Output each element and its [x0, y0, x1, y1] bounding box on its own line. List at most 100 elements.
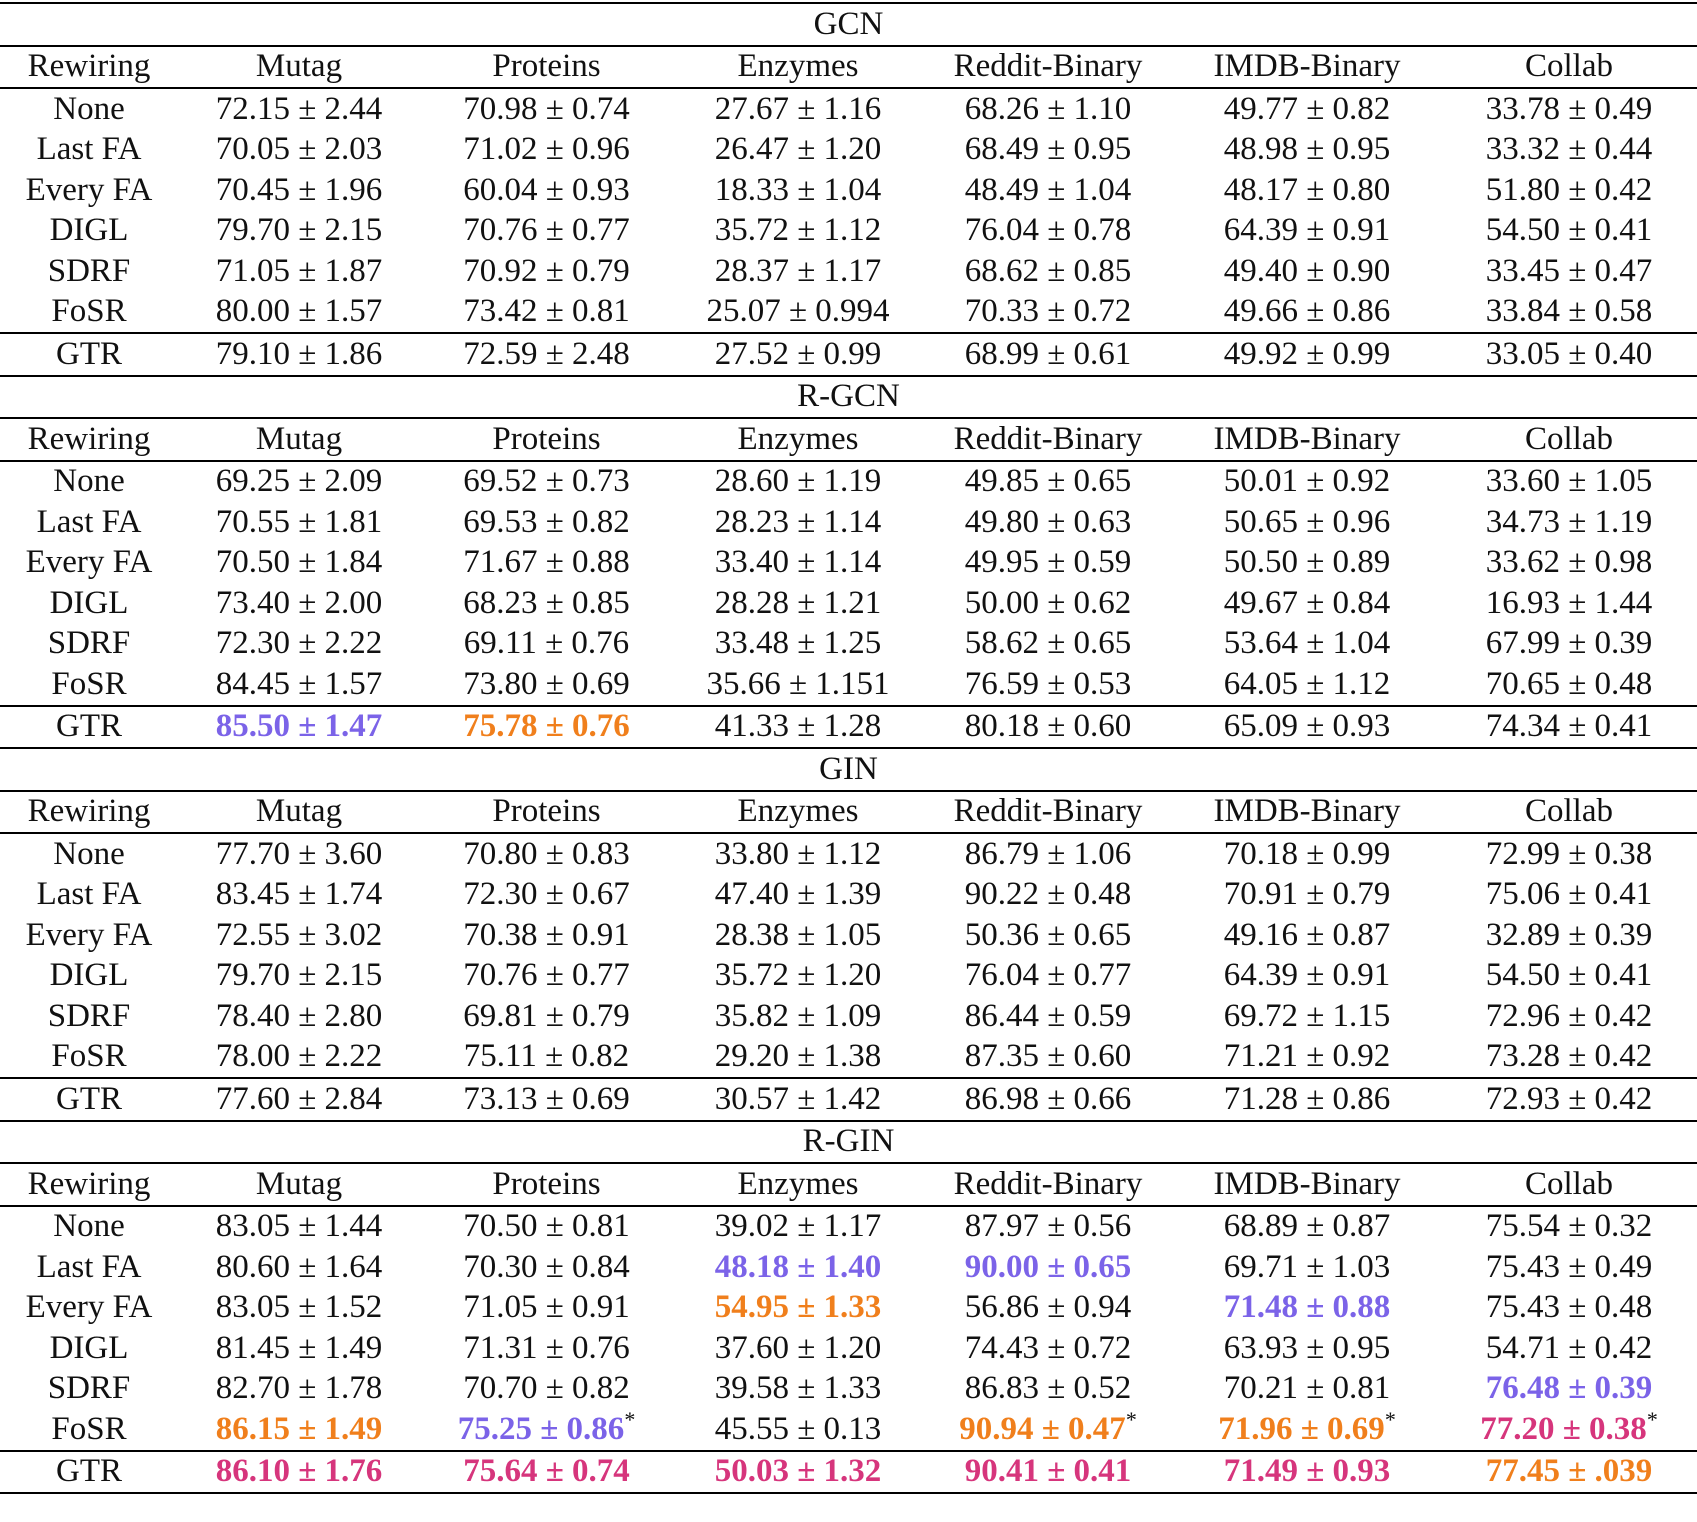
result-value: 49.67 ± 0.84 [1223, 584, 1391, 621]
result-value: 26.47 ± 1.20 [714, 131, 882, 168]
result-cell: 33.48 ± 1.25 [673, 624, 923, 665]
result-value: 80.00 ± 1.57 [215, 293, 383, 330]
result-cell: 70.55 ± 1.81 [178, 502, 420, 543]
result-cell: 68.49 ± 0.95 [923, 130, 1173, 171]
result-value: 35.82 ± 1.09 [714, 997, 882, 1034]
result-value: 33.40 ± 1.14 [714, 544, 882, 581]
result-cell: 25.07 ± 0.994 [673, 292, 923, 334]
result-value: 76.48 ± 0.39 [1485, 1370, 1653, 1407]
result-value: 35.66 ± 1.151 [706, 665, 890, 702]
result-value: 69.52 ± 0.73 [463, 463, 630, 500]
result-cell: 64.05 ± 1.12 [1173, 664, 1441, 706]
table-row: SDRF 78.40 ± 2.80 69.81 ± 0.79 35.82 ± 1.09… [0, 996, 1697, 1037]
result-value: 33.60 ± 1.05 [1485, 463, 1653, 500]
result-cell: 83.45 ± 1.74 [178, 875, 420, 916]
result-value: 51.80 ± 0.42 [1485, 171, 1653, 208]
result-value: 69.11 ± 0.76 [463, 625, 630, 662]
result-cell: 49.80 ± 0.63 [923, 502, 1173, 543]
result-cell: 58.62 ± 0.65 [923, 624, 1173, 665]
result-value: 71.05 ± 1.87 [215, 252, 383, 289]
result-cell: 74.34 ± 0.41 [1441, 704, 1697, 749]
result-cell: 90.94 ± 0.47* [923, 1406, 1173, 1451]
row-label: Every FA [25, 916, 153, 953]
result-value: 50.65 ± 0.96 [1223, 503, 1391, 540]
result-cell: 49.16 ± 0.87 [1173, 915, 1441, 956]
result-value: 67.99 ± 0.39 [1485, 625, 1653, 662]
result-value: 70.65 ± 0.48 [1485, 665, 1653, 702]
result-cell: 26.47 ± 1.20 [673, 130, 923, 171]
result-cell: 86.10 ± 1.76 [178, 1449, 420, 1494]
result-cell: 69.72 ± 1.15 [1173, 996, 1441, 1037]
result-value: 75.43 ± 0.48 [1485, 1289, 1653, 1326]
column-header: Rewiring [0, 45, 178, 89]
result-cell: 73.40 ± 2.00 [178, 583, 420, 624]
table-row: Every FA 70.45 ± 1.96 60.04 ± 0.93 18.33 ± … [0, 170, 1697, 211]
result-cell: 45.55 ± 0.13 [673, 1409, 923, 1451]
row-label: SDRF [47, 1370, 131, 1407]
result-value: 68.62 ± 0.85 [964, 252, 1132, 289]
result-value: 49.66 ± 0.86 [1223, 293, 1391, 330]
result-value: 68.49 ± 0.95 [964, 131, 1132, 168]
result-cell: 33.05 ± 0.40 [1441, 332, 1697, 377]
result-value: 90.00 ± 0.65 [964, 1248, 1132, 1285]
result-value: 60.04 ± 0.93 [463, 171, 630, 208]
result-value: 63.93 ± 0.95 [1223, 1329, 1391, 1366]
result-value: 77.45 ± .039 [1485, 1453, 1653, 1490]
result-cell: 49.66 ± 0.86 [1173, 292, 1441, 334]
row-label: None [53, 835, 125, 872]
result-cell: 28.23 ± 1.14 [673, 502, 923, 543]
result-value: 76.59 ± 0.53 [964, 665, 1132, 702]
result-cell: 71.28 ± 0.86 [1173, 1077, 1441, 1122]
result-cell: 84.45 ± 1.57 [178, 664, 420, 706]
result-cell: 68.99 ± 0.61 [923, 332, 1173, 377]
result-value: 48.49 ± 1.04 [964, 171, 1132, 208]
table-row: Last FA 83.45 ± 1.74 72.30 ± 0.67 47.40 ± 1… [0, 875, 1697, 916]
result-value: 83.45 ± 1.74 [215, 876, 383, 913]
result-value: 54.50 ± 0.41 [1485, 957, 1653, 994]
result-cell: 70.76 ± 0.77 [420, 211, 673, 252]
result-cell: 75.43 ± 0.48 [1441, 1288, 1697, 1329]
result-cell: 73.28 ± 0.42 [1441, 1037, 1697, 1079]
result-value: 28.37 ± 1.17 [714, 252, 882, 289]
result-cell: 56.86 ± 0.94 [923, 1288, 1173, 1329]
column-header: Rewiring [0, 418, 178, 462]
result-value: 80.18 ± 0.60 [964, 708, 1132, 745]
result-value: 27.67 ± 1.16 [714, 90, 882, 127]
result-cell: 28.37 ± 1.17 [673, 251, 923, 292]
result-cell: 33.60 ± 1.05 [1441, 461, 1697, 503]
row-label: GTR [0, 332, 178, 377]
row-label: GTR [0, 1449, 178, 1494]
result-cell: 73.80 ± 0.69 [420, 664, 673, 706]
result-cell: 86.83 ± 0.52 [923, 1369, 1173, 1410]
result-value: 70.91 ± 0.79 [1223, 876, 1391, 913]
result-cell: 70.05 ± 2.03 [178, 130, 420, 171]
result-cell: 90.41 ± 0.41 [923, 1449, 1173, 1494]
result-cell: 72.59 ± 2.48 [420, 332, 673, 377]
result-value: 71.48 ± 0.88 [1223, 1289, 1391, 1326]
result-value: 39.02 ± 1.17 [714, 1208, 882, 1245]
result-value: 28.60 ± 1.19 [714, 463, 882, 500]
significance-marker: * [1125, 1406, 1137, 1432]
result-value: 48.18 ± 1.40 [714, 1248, 882, 1285]
result-value: 28.28 ± 1.21 [714, 584, 882, 621]
result-value: 72.15 ± 2.44 [215, 90, 383, 127]
row-label: None [53, 90, 125, 127]
result-cell: 80.18 ± 0.60 [923, 704, 1173, 749]
result-cell: 50.36 ± 0.65 [923, 915, 1173, 956]
result-value: 90.22 ± 0.48 [964, 876, 1132, 913]
result-cell: 47.40 ± 1.39 [673, 875, 923, 916]
result-value: 68.26 ± 1.10 [964, 90, 1132, 127]
result-value: 49.85 ± 0.65 [964, 463, 1132, 500]
row-label: DIGL [49, 212, 129, 249]
result-cell: 75.11 ± 0.82 [420, 1037, 673, 1079]
result-cell: 72.15 ± 2.44 [178, 88, 420, 130]
result-value: 49.80 ± 0.63 [964, 503, 1132, 540]
column-header-row: Rewiring Mutag Proteins Enzymes Reddit-Binar… [0, 418, 1697, 462]
table-row: DIGL 81.45 ± 1.49 71.31 ± 0.76 37.60 ± 1.20… [0, 1328, 1697, 1369]
table-row: None 77.70 ± 3.60 70.80 ± 0.83 33.80 ± 1.12… [0, 833, 1697, 875]
table-row: Every FA 72.55 ± 3.02 70.38 ± 0.91 28.38 ± … [0, 915, 1697, 956]
result-cell: 90.00 ± 0.65 [923, 1247, 1173, 1288]
table-row: Last FA 80.60 ± 1.64 70.30 ± 0.84 48.18 ± 1… [0, 1247, 1697, 1288]
result-cell: 50.01 ± 0.92 [1173, 461, 1441, 503]
row-label: Last FA [36, 503, 142, 540]
